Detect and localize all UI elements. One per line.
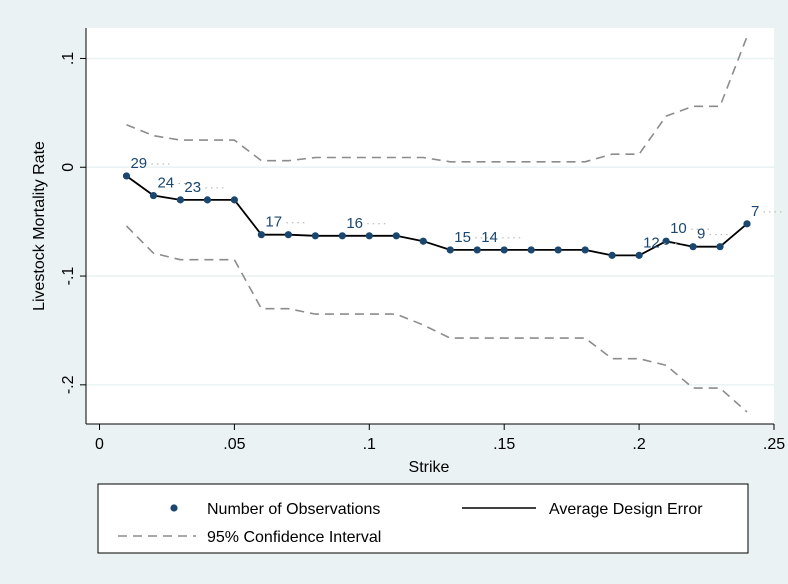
- x-tick-label: 0: [95, 436, 104, 453]
- observation-marker: [635, 251, 643, 259]
- observation-marker: [176, 196, 185, 204]
- observation-count-label: 24: [157, 175, 174, 192]
- observation-count-label: 17: [265, 214, 282, 231]
- observation-marker: [257, 231, 265, 239]
- observation-count-label: 15: [454, 229, 471, 246]
- x-tick-label: .1: [363, 436, 376, 453]
- y-axis-title: Livestock Mortality Rate: [31, 141, 48, 311]
- x-tick-label: .2: [632, 436, 645, 453]
- observation-marker: [716, 243, 724, 251]
- y-tick-label: 0: [60, 163, 77, 172]
- observation-marker: [554, 246, 562, 254]
- y-tick-label: -.2: [60, 375, 77, 394]
- observation-count-label: 14: [481, 229, 498, 246]
- legend-label-observations: Number of Observations: [207, 501, 380, 518]
- observation-marker: [473, 246, 481, 254]
- series-layer: [125, 36, 748, 413]
- ci-upper-line: [126, 36, 748, 163]
- legend-symbol-observations: [170, 504, 178, 512]
- observation-marker: [689, 243, 697, 251]
- observation-count-label: 9: [697, 226, 705, 243]
- x-tick-label: .15: [493, 436, 515, 453]
- observation-marker: [527, 246, 535, 254]
- observation-marker: [419, 237, 427, 245]
- grid-lines: [86, 57, 774, 386]
- y-tick-label: -.1: [60, 267, 77, 286]
- observation-count-label: 23: [184, 179, 201, 196]
- observation-marker: [581, 246, 589, 254]
- observation-marker: [662, 237, 670, 245]
- legend-box: [97, 483, 749, 554]
- observation-marker: [311, 232, 319, 240]
- observation-marker: [500, 246, 508, 254]
- observation-marker: [338, 232, 346, 240]
- observation-marker: [743, 220, 751, 228]
- observation-count-label: 16: [346, 215, 363, 232]
- plot-area: [86, 28, 774, 424]
- observation-marker: [203, 196, 212, 204]
- x-tick-label: .05: [223, 436, 245, 453]
- observation-count-label: 12: [643, 234, 660, 251]
- observation-count-label: 29: [130, 155, 147, 172]
- observation-marker: [608, 251, 616, 259]
- legend-label-average: Average Design Error: [549, 501, 703, 518]
- observation-marker: [446, 246, 454, 254]
- axes: .1 0 -.1 -.2 0 .05 .1 .15 .2 .25: [60, 28, 785, 453]
- observation-marker: [284, 231, 292, 239]
- observation-marker: [149, 191, 158, 200]
- legend: Number of Observations Average Design Er…: [97, 483, 749, 554]
- ci-lower-line: [125, 225, 748, 413]
- average-design-error-line: [125, 175, 748, 257]
- observation-marker: [230, 196, 238, 204]
- observation-marker: [365, 232, 373, 240]
- observation-marker: [122, 172, 131, 180]
- observation-marker: [392, 232, 400, 240]
- legend-label-ci: 95% Confidence Interval: [207, 529, 381, 546]
- y-tick-label: .1: [60, 52, 77, 65]
- x-tick-label: .25: [763, 436, 785, 453]
- observation-count-label: 7: [751, 203, 759, 220]
- x-axis-title: Strike: [409, 459, 450, 476]
- data-label-layer: 29 24 23 17 16 15 14 12 10 9 7: [130, 155, 784, 251]
- observation-count-label: 10: [670, 220, 687, 237]
